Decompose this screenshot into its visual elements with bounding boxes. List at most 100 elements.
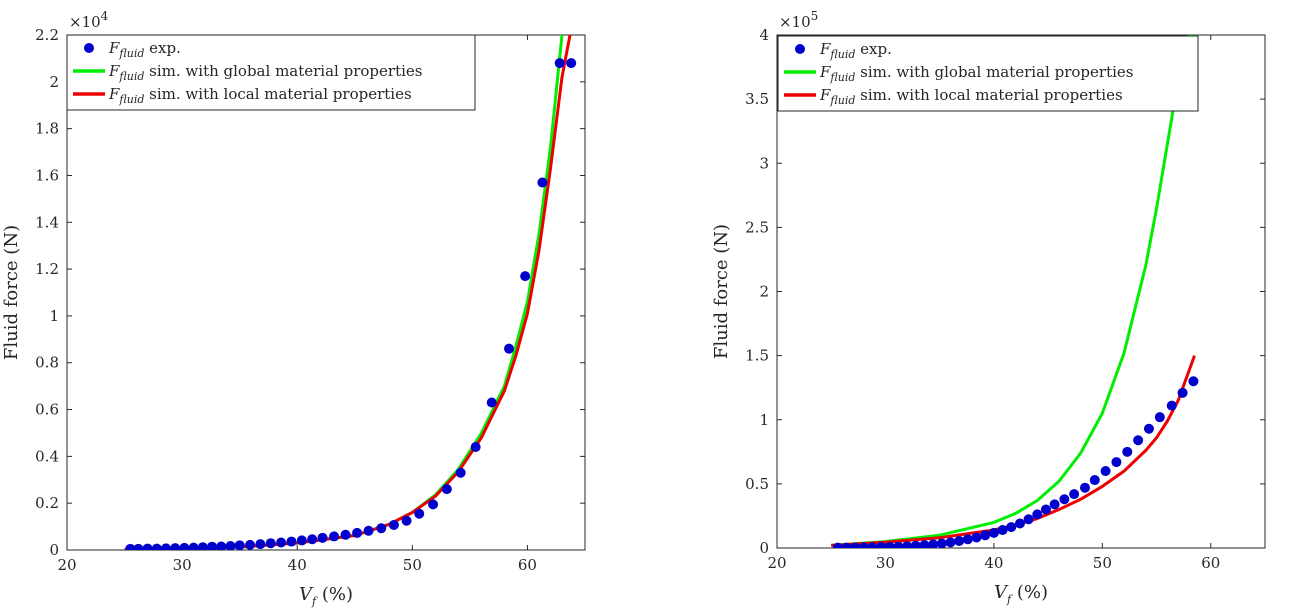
legend-entry-label: Ffluid exp. [819, 40, 892, 61]
x-tick-label: 20 [57, 556, 76, 574]
x-tick-label: 50 [1093, 554, 1112, 572]
data-point [142, 543, 153, 550]
data-point [234, 540, 245, 550]
data-point [884, 541, 895, 548]
x-axis-label: Vf (%) [994, 582, 1048, 606]
data-point [352, 527, 363, 538]
series-line-1 [831, 35, 1198, 547]
data-point [1188, 376, 1199, 387]
data-point [1166, 400, 1177, 411]
data-point [179, 542, 190, 550]
data-point [876, 541, 887, 548]
data-point [1059, 494, 1070, 505]
y-tick-label: 0.4 [35, 447, 59, 465]
data-point [1154, 412, 1165, 423]
y-tick-label: 4 [759, 26, 769, 44]
data-point [455, 467, 466, 478]
data-point [151, 543, 162, 550]
data-point [1143, 423, 1154, 434]
data-point [945, 537, 956, 548]
data-point [1049, 499, 1060, 510]
data-point [245, 539, 256, 550]
data-point [919, 540, 930, 548]
legend-entry-label: Ffluid sim. with local material properti… [819, 86, 1123, 107]
y-exponent-label: ×104 [69, 9, 109, 31]
data-point [276, 537, 287, 548]
y-tick-label: 2.5 [745, 218, 769, 236]
data-point [936, 538, 947, 548]
data-point [841, 542, 852, 548]
data-point [207, 541, 218, 550]
data-point [1111, 457, 1122, 468]
x-tick-label: 20 [767, 554, 786, 572]
data-point [1133, 435, 1144, 446]
data-point [1040, 504, 1051, 515]
y-axis-label: Fluid force (N) [711, 224, 732, 359]
data-point [1032, 509, 1043, 520]
plot-area [124, 35, 577, 550]
y-tick-label: 3.5 [745, 90, 769, 108]
data-point [216, 541, 227, 550]
data-point [225, 541, 236, 550]
data-point [1177, 387, 1188, 398]
data-point [1079, 482, 1090, 493]
y-tick-label: 2.2 [35, 26, 59, 44]
x-tick-label: 50 [403, 556, 422, 574]
data-point [988, 527, 999, 538]
x-tick-label: 30 [173, 556, 192, 574]
data-point [428, 499, 439, 510]
data-point [902, 541, 913, 548]
legend: Ffluid exp.Ffluid sim. with global mater… [777, 35, 1199, 112]
legend-entry-label: Ffluid sim. with local material properti… [108, 85, 412, 106]
data-point [1023, 514, 1034, 525]
legend-entry-label: Ffluid sim. with global material propert… [819, 63, 1133, 84]
data-point [962, 534, 973, 545]
data-point [1069, 489, 1080, 500]
data-point [1014, 518, 1025, 529]
series-line-1 [124, 35, 564, 550]
data-point [470, 442, 481, 452]
data-point [160, 543, 171, 550]
data-point [910, 540, 921, 548]
data-point [307, 534, 318, 545]
axes-box [776, 34, 1266, 549]
data-point [125, 543, 136, 550]
data-point [363, 525, 374, 536]
y-tick-label: 2 [49, 73, 59, 91]
data-point [858, 542, 869, 548]
data-point [197, 542, 208, 550]
x-axis-label: Vf (%) [299, 584, 353, 608]
data-point [893, 541, 904, 548]
data-point [133, 543, 144, 550]
data-point [980, 530, 991, 541]
data-point [388, 519, 399, 530]
data-point [1100, 466, 1111, 477]
y-tick-label: 0.6 [35, 401, 59, 419]
legend: Ffluid exp.Ffluid sim. with global mater… [66, 34, 476, 111]
x-tick-label: 60 [518, 556, 537, 574]
y-tick-label: 2 [759, 283, 769, 301]
data-point [441, 484, 452, 495]
data-point [537, 177, 548, 188]
y-tick-label: 0.8 [35, 354, 59, 372]
data-point [414, 508, 425, 519]
x-tick-label: 30 [876, 554, 895, 572]
y-tick-label: 0.5 [745, 475, 769, 493]
chart-panel-2: 20 30 40 50 60 0 0.5 1 1.5 2 2.5 3 3.5 4 ×105 Vf (%) Flu… [711, 9, 1266, 606]
data-point [554, 58, 565, 69]
plot-area [831, 35, 1199, 548]
axes-box [66, 34, 586, 551]
data-point [520, 271, 531, 282]
x-tick-label: 60 [1201, 554, 1220, 572]
data-point [997, 525, 1008, 536]
y-tick-label: 1.4 [35, 213, 59, 231]
x-tick-label: 40 [288, 556, 307, 574]
legend-entry-label: Ffluid sim. with global material propert… [108, 62, 422, 83]
x-tick-label: 40 [984, 554, 1003, 572]
data-point [255, 539, 266, 550]
y-tick-label: 1.8 [35, 120, 59, 138]
legend-box [66, 34, 476, 111]
data-point [170, 543, 181, 550]
data-point [188, 542, 199, 550]
